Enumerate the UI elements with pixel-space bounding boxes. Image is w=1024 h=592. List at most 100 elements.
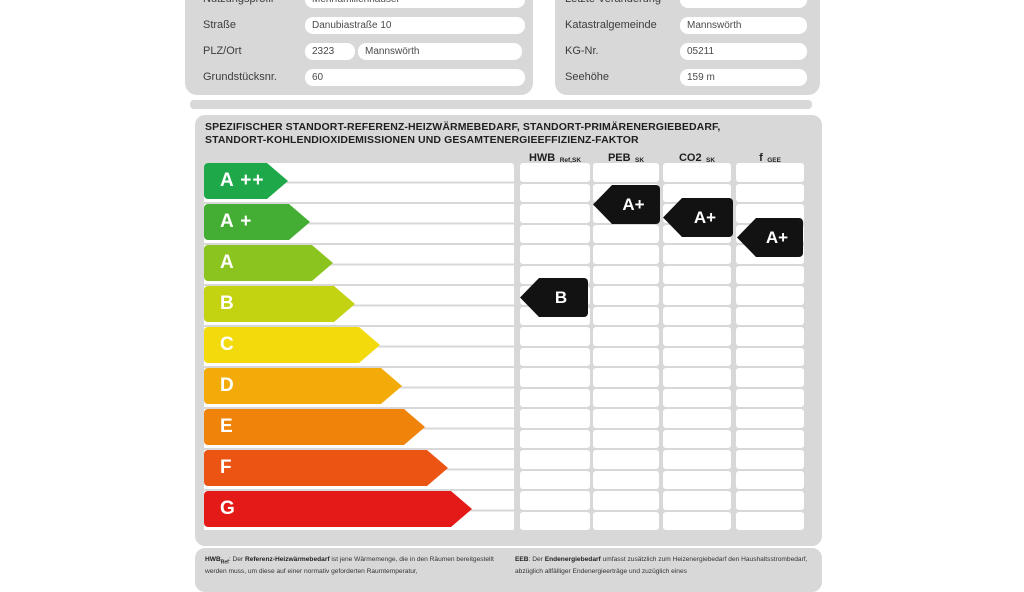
grid-cell: [593, 511, 659, 530]
footnote-hwb-term: HWB: [205, 556, 221, 563]
grid-cell: [520, 470, 590, 489]
grid-cell: [663, 450, 731, 469]
grid-cell: [593, 224, 659, 243]
grid-cell: [663, 368, 731, 387]
footnotes-panel: HWBRef: Der Referenz-Heizwärmebedarf ist…: [195, 548, 822, 592]
grid-cell: [520, 368, 590, 387]
grundstuecksnr-label: Grundstücksnr.: [203, 71, 277, 83]
column-header-fgee: f GEE: [736, 148, 804, 166]
rating-band-g: G: [204, 491, 472, 527]
nutzungsprofil-field[interactable]: [305, 0, 525, 8]
grid-cell: [520, 450, 590, 469]
grid-cell: [663, 470, 731, 489]
grid-cell: [736, 327, 804, 346]
grid-cell: [593, 450, 659, 469]
grid-cell: [736, 388, 804, 407]
energy-rating-chart-panel: SPEZIFISCHER STANDORT-REFERENZ-HEIZWÄRME…: [195, 115, 822, 546]
rating-band-e: E: [204, 409, 425, 445]
grid-cell: [593, 368, 659, 387]
grid-column-0: [520, 163, 590, 532]
grid-cell: [520, 183, 590, 202]
grid-cell: [593, 245, 659, 264]
grid-cell: [520, 224, 590, 243]
strasse-field[interactable]: [305, 17, 525, 34]
grid-cell: [520, 204, 590, 223]
footnote-hwb-term-sub: Ref: [220, 559, 229, 566]
grid-cell: [736, 306, 804, 325]
grid-cell: [736, 429, 804, 448]
grid-cell: [736, 368, 804, 387]
grid-cell: [593, 429, 659, 448]
grid-cell: [663, 245, 731, 264]
grid-cell: [736, 470, 804, 489]
column-header-hwb: HWB Ref,SK: [520, 148, 590, 166]
co2-header-main: CO2: [678, 152, 702, 164]
grid-cell: [663, 347, 731, 366]
ort-field[interactable]: [358, 43, 522, 60]
chart-title-line2: STANDORT-KOHLENDIOXIDEMISSIONEN UND GESA…: [205, 134, 639, 146]
rating-band-aplus: A ++: [204, 163, 288, 199]
katastralgemeinde-field[interactable]: [680, 17, 807, 34]
grid-cell: [593, 388, 659, 407]
grid-cell: [663, 265, 731, 284]
grid-cell: [520, 327, 590, 346]
peb-header-sub: SK: [635, 157, 645, 164]
footnote-hwb: HWBRef: Der Referenz-Heizwärmebedarf ist…: [205, 556, 494, 576]
peb-header-main: PEB: [607, 152, 631, 164]
footnote-hwb-bold: Referenz-Heizwärmebedarf: [244, 556, 330, 563]
grid-cell: [663, 429, 731, 448]
grid-cell: [736, 511, 804, 530]
grid-cell: [663, 163, 731, 182]
cadastre-form-panel: Letzte Veränderung Katastralgemeinde KG-…: [555, 0, 820, 95]
grid-cell: [520, 245, 590, 264]
rating-band-c: C: [204, 327, 380, 363]
grid-cell: [520, 491, 590, 510]
grid-cell: [593, 409, 659, 428]
grid-cell: [736, 265, 804, 284]
grid-cell: [663, 511, 731, 530]
rating-chart-area: A ++ A + A B C D E F G B A+ A+ A+: [204, 163, 805, 532]
kg-nr-field[interactable]: [680, 43, 807, 60]
grid-cell: [593, 327, 659, 346]
grid-cell: [593, 163, 659, 182]
column-header-co2: CO2 SK: [663, 148, 731, 166]
grid-column-2: [663, 163, 731, 532]
hwb-header-main: HWB: [528, 152, 556, 164]
footnote-eeb-term: EEB: [515, 556, 529, 563]
grid-column-3: [736, 163, 804, 532]
grid-cell: [736, 163, 804, 182]
grid-cell: [593, 347, 659, 366]
co2-header-sub: SK: [706, 157, 716, 164]
grid-cell: [736, 204, 804, 223]
chart-title: SPEZIFISCHER STANDORT-REFERENZ-HEIZWÄRME…: [205, 121, 720, 147]
footnote-eeb: EEB: Der Endenergiebedarf umfasst zusätz…: [515, 556, 808, 576]
strasse-label: Straße: [203, 19, 237, 31]
rating-band-d: D: [204, 368, 402, 404]
grundstuecksnr-field[interactable]: [305, 69, 525, 86]
grid-cell: [663, 491, 731, 510]
letzte-veraenderung-field[interactable]: [680, 0, 807, 8]
seehoehe-field[interactable]: [680, 69, 807, 86]
grid-cell: [663, 409, 731, 428]
grid-cell: [593, 470, 659, 489]
grid-cell: [663, 388, 731, 407]
plz-ort-label: PLZ/Ort: [203, 45, 242, 57]
seehoehe-label: Seehöhe: [565, 71, 610, 83]
nutzungsprofil-label: Nutzungsprofil: [203, 0, 273, 8]
grid-cell: [520, 388, 590, 407]
letzte-veraenderung-label: Letzte Veränderung: [565, 0, 661, 8]
grid-cell: [593, 286, 659, 305]
grid-cell: [593, 265, 659, 284]
property-form-panel: Nutzungsprofil Straße PLZ/Ort Grundstück…: [185, 0, 533, 95]
grid-cell: [736, 183, 804, 202]
grid-cell: [736, 286, 804, 305]
grid-cell: [520, 429, 590, 448]
chart-title-line1: SPEZIFISCHER STANDORT-REFERENZ-HEIZWÄRME…: [205, 121, 721, 133]
grid-cell: [663, 306, 731, 325]
footnote-eeb-bold: Endenergiebedarf: [544, 556, 601, 563]
grid-cell: [520, 511, 590, 530]
plz-field[interactable]: [305, 43, 355, 60]
grid-cell: [593, 491, 659, 510]
rating-band-f: F: [204, 450, 448, 486]
divider-bar: [190, 100, 812, 109]
